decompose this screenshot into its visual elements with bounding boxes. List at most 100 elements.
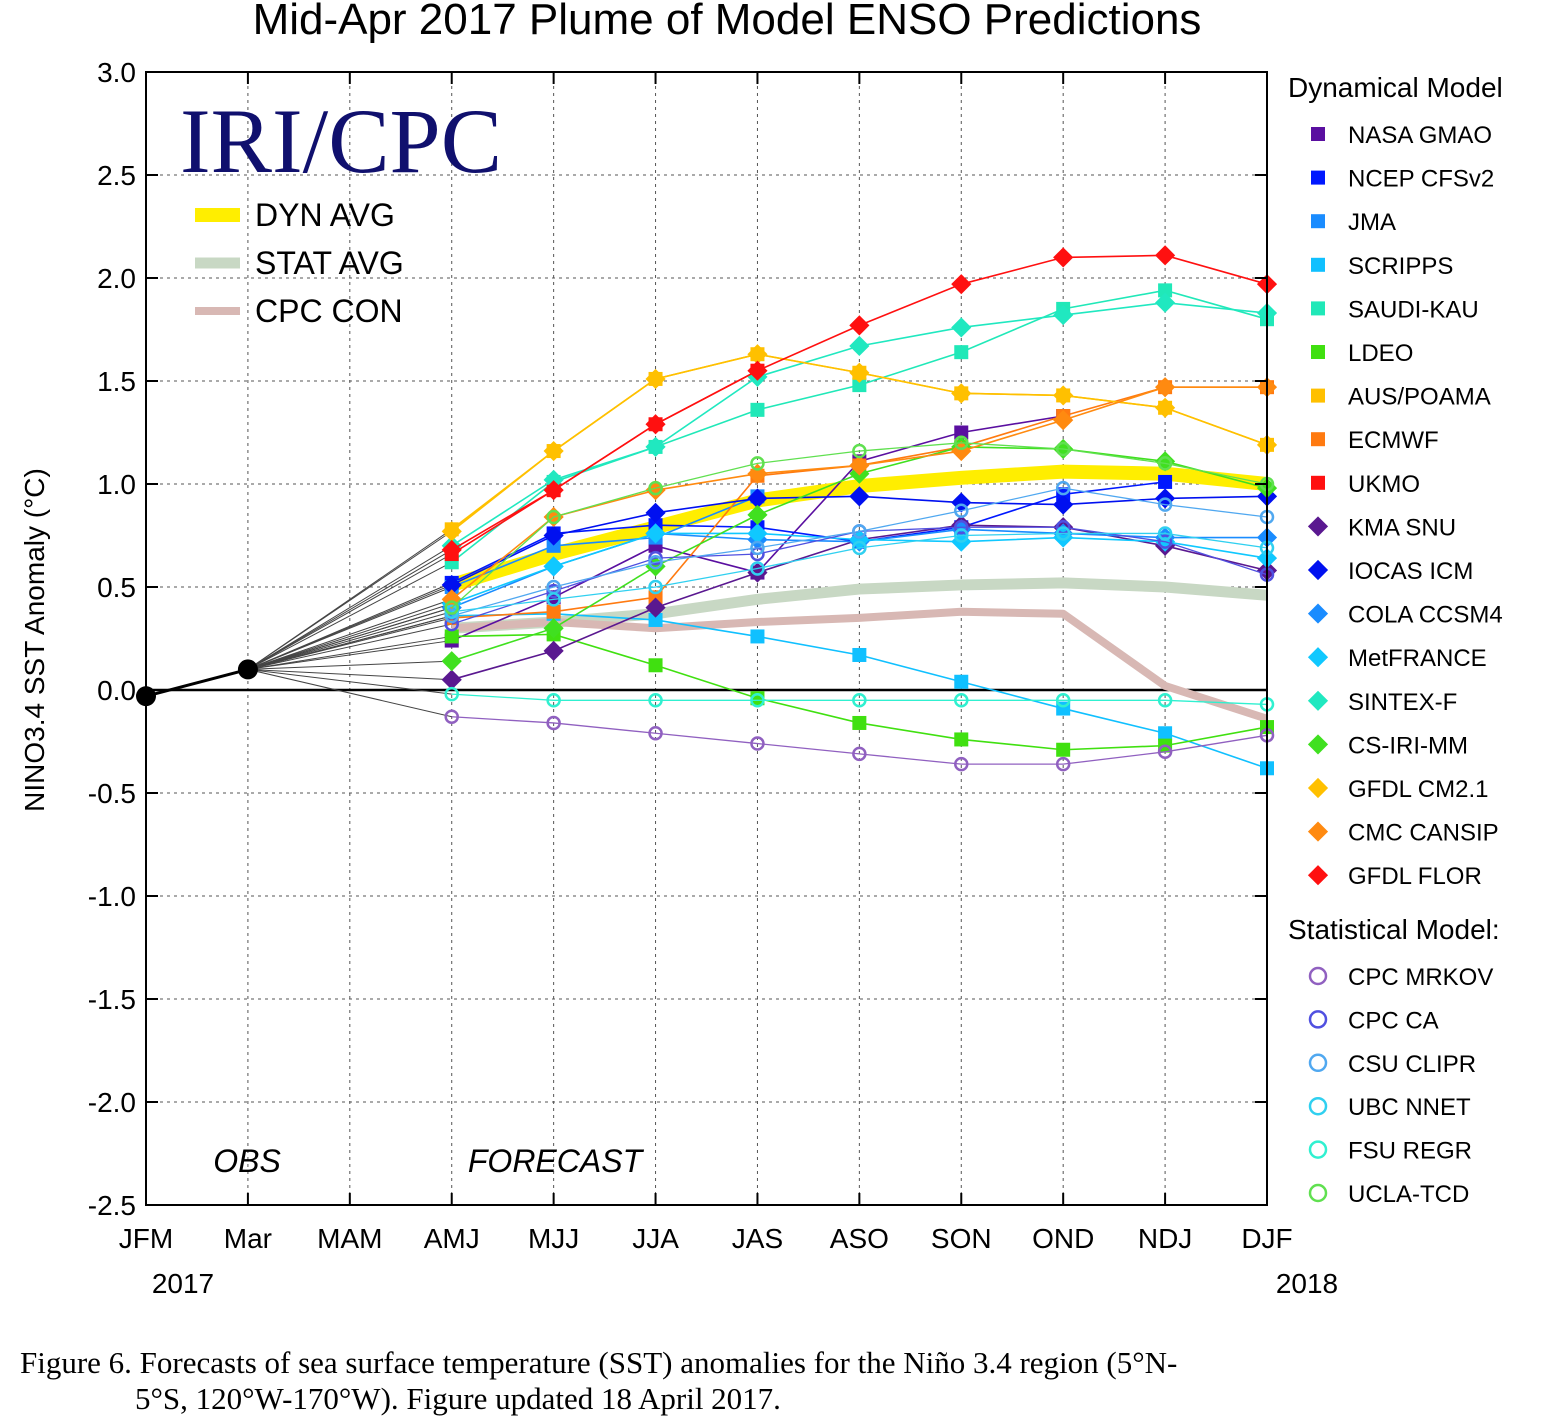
legend-label: CPC CA (1348, 1007, 1439, 1034)
data-point (852, 647, 867, 662)
data-point (543, 525, 564, 546)
x-tick-label: ASO (830, 1223, 889, 1254)
x-tick-label: OND (1032, 1223, 1094, 1254)
average-legend: DYN AVG STAT AVG CPC CON (195, 197, 404, 329)
x-axis-ticks: JFM Mar MAM AMJ MJJ JJA JAS ASO SON OND NDJ DJF (119, 72, 1293, 1254)
data-point (546, 538, 561, 553)
legend-marker (1311, 257, 1325, 272)
observed-point (237, 659, 258, 680)
legend-marker (1311, 214, 1325, 229)
data-point (546, 592, 561, 607)
data-point (954, 693, 969, 708)
data-point (444, 686, 459, 702)
series-line (451, 532, 1268, 613)
average-lines (449, 464, 1269, 723)
x-tick-label: AMJ (424, 1223, 480, 1254)
fan-line (247, 668, 452, 718)
legend-label: NCEP CFSv2 (1348, 166, 1494, 193)
y-axis-ticks: 3.0 2.5 2.0 1.5 1.0 0.5 0.0 -0.5 -1.0 -1.5 -2.0 -2.… (88, 57, 1267, 1221)
series-line (451, 693, 1268, 706)
data-point (1053, 305, 1074, 326)
x-tick-label: Mar (224, 1223, 272, 1254)
legend-label: UBC NNET (1348, 1094, 1471, 1121)
legend-label: ECMWF (1348, 427, 1439, 454)
data-point (1158, 726, 1173, 741)
data-point (648, 579, 663, 595)
data-point (1158, 283, 1173, 298)
data-point (648, 658, 663, 673)
legend-marker (1307, 821, 1329, 842)
data-point (954, 503, 969, 519)
average-line (451, 607, 1269, 723)
y-tick-label: -1.5 (88, 984, 136, 1015)
legend-marker (1308, 1096, 1328, 1116)
observation-fan-lines (247, 528, 453, 718)
obs-period-label: OBS (213, 1143, 281, 1179)
data-point (954, 528, 969, 543)
legend-label: UKMO (1348, 471, 1420, 498)
series-gfdl-flor (441, 245, 1278, 560)
legend-label: COLA CCSM4 (1348, 602, 1503, 629)
fan-line (247, 611, 452, 670)
caption-line-2: 5°S, 120°W-170°W). Figure updated 18 Apr… (135, 1381, 781, 1416)
legend-label: IOCAS ICM (1348, 558, 1473, 585)
legend-label: MetFRANCE (1348, 645, 1487, 672)
x-tick-label: NDJ (1138, 1223, 1192, 1254)
data-point (444, 604, 459, 619)
legend-marker (1307, 690, 1329, 711)
data-point (1155, 292, 1176, 313)
y-tick-label: -2.0 (88, 1087, 136, 1118)
data-point (543, 640, 564, 661)
legend-marker (1307, 647, 1329, 668)
data-point (849, 529, 870, 550)
legend-marker (1307, 865, 1329, 886)
y-tick-label: -1.0 (88, 881, 136, 912)
fan-line (247, 660, 452, 670)
model-legend: Dynamical Model NASA GMAO NCEP CFSv2 JMA SCR… (1288, 72, 1503, 1208)
data-point (648, 555, 663, 570)
legend-label: LDEO (1348, 340, 1413, 367)
legend-label: CMC CANSIP (1348, 820, 1499, 847)
data-point (1157, 497, 1173, 512)
series-line (451, 716, 1268, 765)
data-point (1055, 693, 1071, 708)
fan-line (247, 530, 453, 670)
model-series (441, 245, 1278, 776)
data-point (645, 597, 666, 618)
year-label-start: 2017 (152, 1268, 214, 1299)
legend-label: GFDL FLOR (1348, 863, 1482, 890)
data-point (543, 469, 564, 490)
data-point (849, 335, 870, 357)
legend-marker (1308, 1010, 1328, 1029)
series-line (451, 442, 1268, 609)
data-point (543, 480, 564, 501)
data-point (648, 612, 663, 627)
enso-plume-chart: Mid-Apr 2017 Plume of Model ENSO Predict… (19, 0, 1503, 1299)
x-tick-label: JJA (632, 1223, 679, 1254)
data-point (1053, 410, 1074, 431)
y-tick-label: -0.5 (88, 778, 136, 809)
data-point (444, 600, 459, 615)
data-point (645, 556, 666, 577)
plot-frame (145, 71, 1268, 1206)
data-point (954, 732, 969, 747)
fan-line (247, 668, 452, 681)
legend-marker (1311, 301, 1325, 316)
data-point (750, 629, 765, 644)
y-tick-label: 1.5 (97, 366, 136, 397)
data-point (747, 562, 768, 583)
data-point (954, 756, 969, 772)
legend-marker (1308, 966, 1328, 986)
brand-label: IRI/CPC (180, 90, 502, 192)
data-point (747, 463, 768, 484)
legend-marker (1311, 475, 1325, 490)
data-point (849, 455, 870, 476)
data-point (951, 383, 972, 404)
average-line (449, 464, 1268, 592)
fan-line (247, 598, 452, 670)
legend-label: GFDL CM2.1 (1348, 776, 1488, 803)
legend-label: CS-IRI-MM (1348, 732, 1468, 759)
legend-marker (1311, 170, 1325, 185)
data-point (954, 345, 969, 360)
legend-label: CPC MRKOV (1348, 964, 1493, 991)
